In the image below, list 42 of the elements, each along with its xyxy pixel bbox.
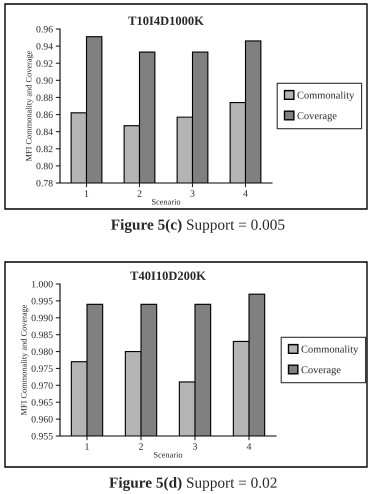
y-tick-label: 0.96 [36, 26, 53, 33]
legend-label: Coverage [297, 112, 337, 122]
x-tick-label: 1 [85, 443, 89, 450]
caption: Figure 5(c) [111, 219, 182, 233]
y-tick-label: 1.000 [32, 280, 53, 288]
legend-label: Commonality [301, 345, 358, 355]
y-tick-label: 0.955 [32, 432, 53, 440]
y-tick-label: 0.975 [32, 365, 53, 372]
y-tick-label: 0.84 [36, 128, 53, 136]
y-axis-title: MFI Commonality and Coverage [26, 50, 34, 162]
x-tick-label: 4 [246, 443, 252, 450]
y-tick-label: 0.86 [36, 111, 53, 118]
y-axis-title: MFI Commonality and Coverage [20, 304, 28, 416]
x-tick-label: 3 [190, 190, 195, 197]
y-tick-label: 0.78 [36, 180, 53, 187]
y-tick-label: 0.980 [32, 348, 53, 356]
y-tick-label: 0.80 [36, 162, 53, 170]
y-tick-label: 0.94 [36, 43, 53, 50]
y-tick-label: 0.970 [32, 382, 53, 389]
chart-title: T40I10D200K [130, 272, 206, 280]
y-tick-label: 0.965 [32, 399, 53, 406]
x-tick-label: 2 [137, 190, 142, 197]
y-tick-label: 0.92 [36, 60, 53, 67]
legend-label: Coverage [301, 366, 341, 376]
y-tick-label: 0.960 [32, 416, 53, 423]
y-tick-label: 0.995 [32, 298, 53, 304]
x-axis-title: Scenario [154, 452, 182, 458]
x-axis-title: Scenario [152, 199, 180, 205]
legend-label: Commonality [297, 91, 354, 101]
y-tick-label: 0.90 [36, 77, 53, 84]
y-tick-label: 0.990 [32, 314, 53, 322]
x-tick-label: 1 [84, 190, 88, 197]
y-tick-label: 0.985 [32, 332, 53, 338]
chart-title: T10I4D1000K [128, 16, 204, 25]
x-tick-label: 4 [243, 190, 248, 197]
x-tick-label: 2 [138, 443, 143, 450]
caption: Figure 5(d) [109, 477, 182, 491]
text: Support = 0.02 [187, 478, 277, 491]
y-tick-label: 0.82 [36, 146, 53, 152]
text: Support = 0.005 [187, 220, 284, 233]
y-tick-label: 0.88 [36, 94, 53, 101]
x-tick-label: 3 [193, 443, 198, 450]
